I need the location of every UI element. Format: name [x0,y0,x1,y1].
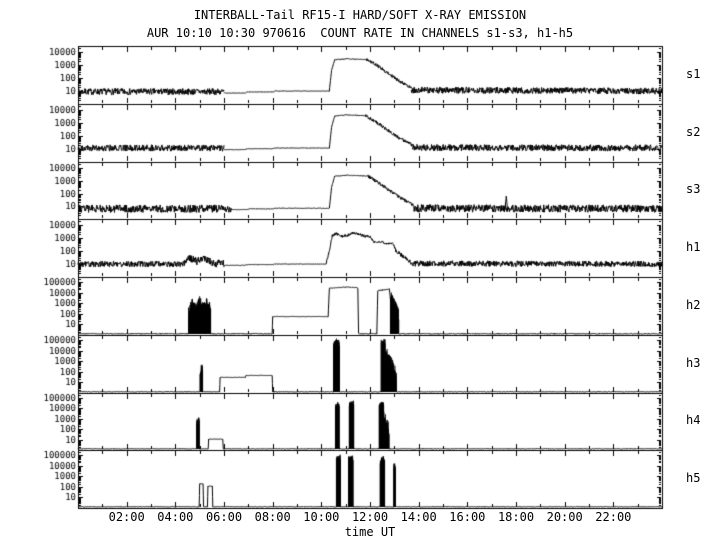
x-tick-label: 16:00 [449,510,486,524]
x-tick-label: 18:00 [497,510,535,524]
x-tick-label: 20:00 [546,510,583,524]
chart-title: INTERBALL-Tail RF15-I HARD/SOFT X-RAY EM… [193,8,527,22]
x-tick-label: 10:00 [303,510,340,524]
x-axis-label: time UT [344,525,396,539]
panel-label-s1: s1 [686,66,701,81]
panel-label-h2: h2 [686,297,701,312]
x-tick-label: 08:00 [254,510,291,524]
x-tick-label: 02:00 [108,510,145,524]
panel-label-s2: s2 [686,124,701,139]
x-tick-label: 06:00 [205,510,243,524]
panel-label-s3: s3 [686,182,701,197]
x-tick-label: 12:00 [351,510,389,524]
chart-subtitle: AUR 10:10 10:30 970616 COUNT RATE IN CHA… [146,26,574,40]
panel-label-h3: h3 [686,355,701,370]
x-tick-label: 04:00 [157,510,194,524]
panel-label-h4: h4 [686,413,701,428]
panel-label-h5: h5 [686,471,701,486]
panel-label-h1: h1 [686,240,701,255]
x-tick-label: 22:00 [595,510,632,524]
x-tick-label: 14:00 [400,510,437,524]
